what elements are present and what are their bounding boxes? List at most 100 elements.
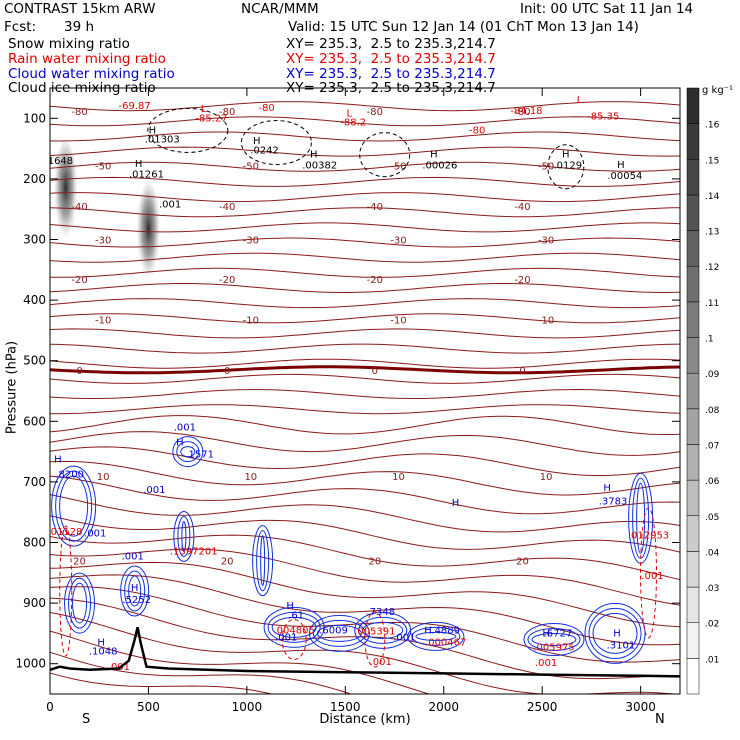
isotherm-line-14	[50, 313, 680, 324]
isotherm-label-2-3: -40	[514, 202, 530, 213]
y-tick-label-4: 500	[23, 354, 46, 368]
extremum-label-62: .001	[535, 658, 557, 669]
extremum-label-32: H	[603, 483, 611, 494]
cloud-water-contour-5-1	[267, 611, 321, 643]
isotherm-line-23	[50, 446, 680, 476]
extremum-label-61: .001	[370, 657, 392, 668]
colorbar-cell-11	[686, 265, 700, 303]
cloud-water-contour-2-1	[177, 515, 191, 557]
x-tick-label-1: 500	[137, 700, 160, 714]
extremum-label-12: .1648	[45, 156, 74, 167]
isotherm-line-11	[50, 267, 680, 278]
extremum-label-45: .004805	[273, 625, 314, 636]
cloud-water-contour-8-2	[415, 631, 457, 641]
x-tick-label-4: 2000	[428, 700, 459, 714]
colorbar-label-6: .07	[705, 441, 719, 451]
extremum-label-33: .3783	[599, 496, 628, 507]
isotherm-line-34	[50, 612, 678, 694]
extremum-label-2: -80	[258, 103, 274, 114]
colorbar-cell-0	[686, 658, 700, 695]
y-tick-label-0: 100	[23, 111, 46, 125]
extremum-label-26: .001	[174, 422, 196, 433]
isotherm-line-20	[50, 404, 680, 415]
cloud-water-contour-6-2	[316, 624, 362, 642]
rain-contour-2	[364, 611, 386, 668]
extremum-label-48: .7348	[366, 607, 395, 618]
x-axis-label: Distance (km)	[319, 712, 411, 727]
extremum-label-11: .01303	[145, 135, 180, 146]
isotherm-line-8	[50, 222, 680, 233]
field-xy-rain: XY= 235.3, 2.5 to 235.3,214.7	[286, 51, 496, 67]
isotherm-label-1-2: -50	[390, 162, 406, 173]
isotherm-label-5-1: -10	[243, 315, 259, 326]
cloud-water-contour-12-0	[64, 572, 96, 634]
colorbar-unit: g kg⁻¹	[702, 85, 733, 96]
extremum-label-16: .01261	[129, 170, 164, 181]
isotherm-line-35	[50, 630, 431, 694]
isotherm-label-6-2: 0	[372, 366, 378, 377]
extremum-label-18: .00382	[302, 161, 337, 172]
extremum-label-51: H	[424, 625, 432, 636]
isotherm-label-3-1: -30	[243, 236, 259, 247]
colorbar-label-0: .01	[705, 655, 719, 665]
extremum-label-9: -80	[469, 125, 485, 136]
extremum-label-8: -85.35	[587, 112, 619, 123]
cloud-water-contour-6-0	[308, 614, 370, 652]
colorbar-label-9: .1	[705, 335, 714, 345]
ice-contour-1	[240, 120, 312, 166]
isotherm-label-0-1: -80	[219, 107, 235, 118]
isotherm-line-7	[50, 207, 680, 218]
y-axis-label: Pressure (hPa)	[4, 340, 20, 435]
extremum-label-56: .005975	[533, 642, 574, 653]
extremum-label-47: .6009	[319, 625, 348, 636]
isotherm-line-30	[50, 561, 680, 628]
colorbar-cell-16	[686, 87, 700, 124]
isotherm-line-21	[50, 415, 680, 435]
y-tick-label-7: 800	[23, 536, 46, 550]
field-name-rain: Rain water mixing ratio	[8, 51, 166, 67]
extremum-label-43: H	[286, 601, 294, 612]
cloud-water-contour-10-2	[592, 612, 638, 654]
cloud-water-contour-3-1	[256, 530, 270, 592]
cloud-water-contour-1-2	[180, 446, 196, 458]
colorbar-label-7: .08	[705, 406, 720, 416]
colorbar-cell-3	[686, 551, 700, 588]
rain-contour-3	[640, 507, 657, 639]
cloud-water-contour-4-2	[128, 575, 142, 607]
isotherm-line-25	[50, 475, 680, 515]
extremum-label-24: .00054	[607, 171, 642, 182]
isotherm-label-3-0: -30	[95, 236, 111, 247]
colorbar-cell-10	[686, 301, 700, 338]
extremum-label-1: L	[201, 104, 207, 115]
extremum-label-39: .001	[641, 571, 663, 582]
isotherm-label-1-0: -50	[95, 162, 111, 173]
extremum-label-25: .001	[159, 199, 181, 210]
ice-contour-3	[547, 144, 585, 190]
isotherm-line-12	[50, 283, 680, 294]
cloud-water-contour-8-0	[407, 621, 465, 651]
x-tick-label-2: 1000	[232, 700, 263, 714]
extremum-label-37: H	[452, 498, 460, 509]
extremum-label-44: .61	[288, 610, 304, 621]
y-tick-label-9: 1000	[15, 657, 46, 671]
isotherm-label-7-0: 10	[97, 472, 110, 483]
forecast-value: 39 h	[64, 19, 95, 35]
isotherm-line-28	[50, 534, 680, 581]
cloud-water-contour-2-0	[173, 510, 195, 562]
isotherm-label-4-2: -20	[367, 275, 383, 286]
isotherm-line-37	[50, 672, 274, 694]
isotherm-label-1-1: -50	[243, 162, 259, 173]
isotherm-label-5-3: -10	[538, 315, 554, 326]
extremum-label-31: .001	[143, 485, 165, 496]
isotherm-line-16	[50, 343, 680, 354]
cloud-water-contour-3-2	[260, 535, 266, 587]
extremum-label-40: .001	[122, 551, 144, 562]
x-tick-label-6: 3000	[625, 700, 656, 714]
isotherm-label-1-3: -50	[538, 162, 554, 173]
isotherm-label-6-3: 0	[519, 366, 525, 377]
colorbar-label-2: .03	[705, 584, 719, 594]
isotherm-label-3-2: -30	[390, 236, 406, 247]
isotherm-label-7-3: 10	[540, 472, 553, 483]
cloud-water-contour-9-0	[523, 622, 585, 656]
terrain-line	[50, 627, 680, 678]
